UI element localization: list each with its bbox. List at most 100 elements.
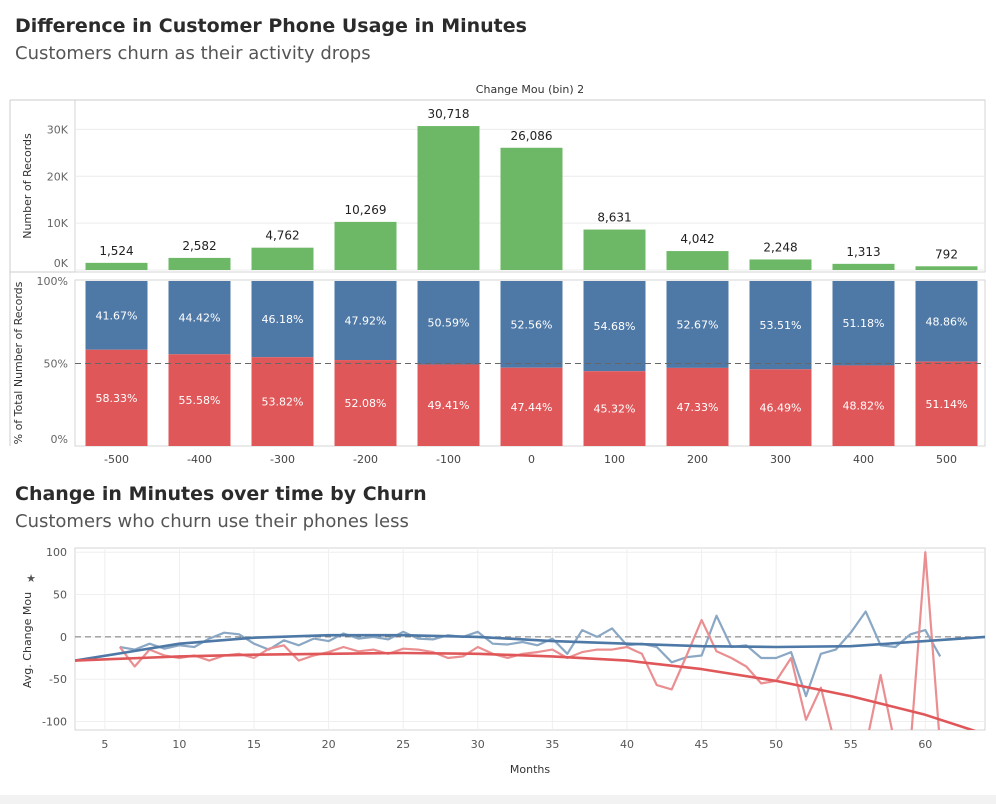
pct-y-tick: 0% (51, 433, 68, 446)
count-bar (85, 262, 148, 270)
count-y-tick: 30K (47, 123, 69, 136)
pct-bar-segment (168, 281, 231, 355)
pct-bar-segment (915, 361, 978, 446)
pct-bar-segment (583, 281, 646, 372)
percent-y-axis-label: % of Total Number of Records (12, 281, 25, 444)
y-tick-label: 50 (53, 589, 67, 602)
count-bar (168, 257, 231, 270)
top-axis-title: Change Mou (bin) 2 (476, 83, 584, 96)
section-subtitle: Customers who churn use their phones les… (15, 511, 409, 532)
pct-label: 52.67% (677, 318, 719, 331)
count-bar (500, 147, 563, 270)
pct-label: 49.41% (428, 399, 470, 412)
count-value-label: 10,269 (345, 203, 387, 217)
x-tick-label: 30 (471, 738, 485, 751)
x-tick-label: 35 (545, 738, 559, 751)
pct-bar-segment (749, 369, 812, 446)
pct-label: 55.58% (179, 394, 221, 407)
count-y-tick: 10K (47, 217, 69, 230)
pct-label: 45.32% (594, 403, 636, 416)
count-value-label: 8,631 (597, 211, 631, 225)
x-tick-label: 25 (396, 738, 410, 751)
count-bar (251, 247, 314, 270)
x-category-label: 0 (528, 453, 535, 466)
section-title: Change in Minutes over time by Churn (15, 483, 427, 505)
x-category-label: 400 (853, 453, 874, 466)
churn-trend-line (75, 651, 977, 730)
pct-bar-segment (85, 349, 148, 446)
count-value-label: 2,582 (182, 239, 216, 253)
pct-bar-segment (417, 281, 480, 365)
y-tick-label: -100 (42, 716, 67, 729)
pct-label: 51.18% (843, 317, 885, 330)
pct-label: 48.82% (843, 400, 885, 413)
y-tick-label: 100 (46, 546, 67, 559)
pct-label: 47.92% (345, 315, 387, 328)
pct-bar-segment (168, 354, 231, 446)
count-bar (749, 259, 812, 270)
count-y-axis-label: Number of Records (21, 133, 34, 239)
pct-y-tick: 50% (44, 358, 68, 371)
x-category-label: -100 (436, 453, 461, 466)
x-tick-label: 10 (172, 738, 186, 751)
x-tick-label: 40 (620, 738, 634, 751)
non-churn-trend-line (75, 633, 985, 662)
pct-label: 58.33% (96, 392, 138, 405)
count-value-label: 4,042 (680, 232, 714, 246)
pct-label: 53.82% (262, 396, 304, 409)
pct-bar-segment (500, 281, 563, 368)
change-over-time-chart: Avg. Change Mou ★ Months 5 10 15 20 25 30 35 40… (21, 546, 986, 776)
x-tick-label: 55 (844, 738, 858, 751)
count-bar (334, 221, 397, 270)
count-value-label: 30,718 (428, 107, 470, 121)
y-tick-label: -50 (49, 673, 67, 686)
count-bar (915, 266, 978, 270)
pct-bar-segment (500, 367, 563, 446)
x-tick-label: 45 (695, 738, 709, 751)
pct-bar-segment (583, 371, 646, 446)
pct-label: 46.18% (262, 313, 304, 326)
pct-y-tick: 100% (37, 275, 68, 288)
pct-bar-segment (749, 281, 812, 370)
count-value-label: 2,248 (763, 240, 797, 254)
x-category-label: -300 (270, 453, 295, 466)
count-value-label: 26,086 (511, 129, 553, 143)
pct-bar-segment (666, 367, 729, 446)
count-bar (666, 251, 729, 270)
pct-label: 46.49% (760, 402, 802, 415)
line-plot-frame (74, 547, 986, 731)
pin-icon: ★ (26, 572, 36, 585)
pct-bar-segment (832, 365, 895, 446)
x-tick-label: 60 (918, 738, 932, 751)
non-churn-line (119, 610, 942, 698)
pct-bar-segment (251, 281, 314, 358)
pct-bar-segment (832, 281, 895, 366)
x-tick-label: 15 (247, 738, 261, 751)
pct-label: 52.08% (345, 397, 387, 410)
x-category-label: -200 (353, 453, 378, 466)
footer-bar (0, 795, 996, 804)
x-category-label: 500 (936, 453, 957, 466)
pct-label: 54.68% (594, 320, 636, 333)
pct-label: 48.86% (926, 315, 968, 328)
count-panel: Number of Records 0K 10K 20K 30K 1,524 2,582… (21, 99, 986, 273)
count-value-label: 1,313 (846, 245, 880, 259)
count-bar (417, 126, 480, 270)
pct-bar-segment (334, 360, 397, 446)
pct-label: 44.42% (179, 312, 221, 325)
x-category-label: -500 (104, 453, 129, 466)
pct-label: 51.14% (926, 398, 968, 411)
pct-label: 47.33% (677, 401, 719, 414)
pct-label: 47.44% (511, 401, 553, 414)
pct-bar-segment (417, 364, 480, 446)
x-tick-label: 50 (769, 738, 783, 751)
pct-bar-segment (666, 281, 729, 368)
pct-label: 41.67% (96, 309, 138, 322)
count-y-tick: 0K (54, 257, 69, 270)
line-x-axis-label: Months (510, 763, 550, 776)
percent-panel: % of Total Number of Records 0% 50% 100% 41… (12, 275, 986, 447)
pct-label: 50.59% (428, 317, 470, 330)
x-tick-label: 5 (101, 738, 108, 751)
count-bar (832, 263, 895, 270)
page-subtitle: Customers churn as their activity drops (15, 43, 371, 64)
